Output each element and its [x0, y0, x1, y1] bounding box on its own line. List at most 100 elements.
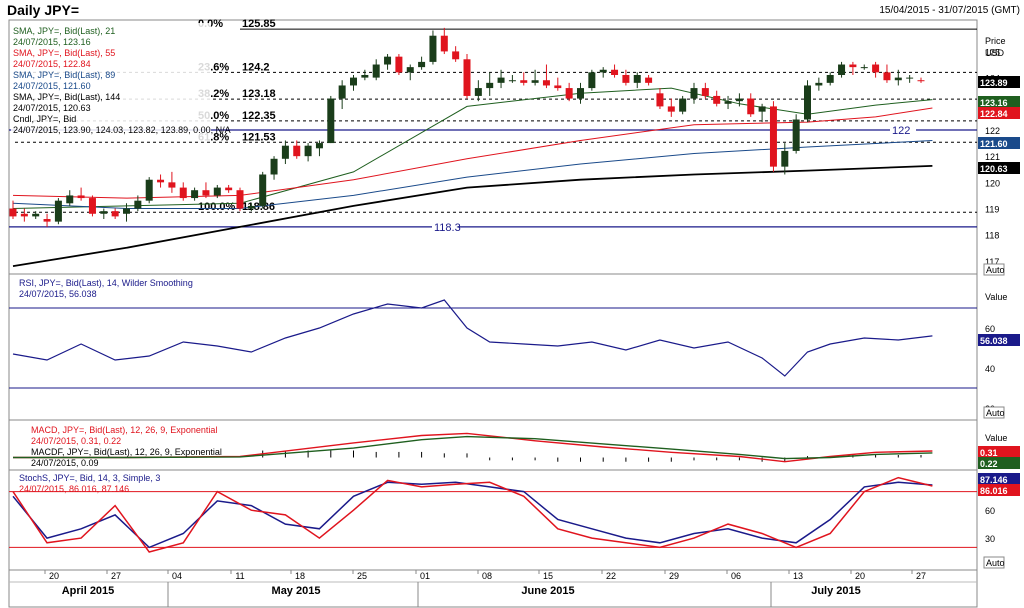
candle-body — [860, 67, 868, 69]
stoch-tick-label: 60 — [985, 506, 995, 516]
candle-body — [872, 64, 880, 73]
x-day-label: 01 — [420, 571, 430, 581]
last-value-box-text: 123.89 — [980, 78, 1008, 88]
horizontal-level-label-bg — [890, 123, 916, 136]
price-axis-label: USD — [985, 48, 1005, 58]
candle-body — [111, 211, 119, 217]
candle-body — [577, 88, 584, 99]
candle-body — [679, 98, 687, 112]
macd-axis-label: Value — [985, 433, 1007, 443]
price-legend-line1: SMA, JPY=, Bid(Last), 55 — [13, 48, 115, 58]
fib-level-value: 118.86 — [242, 201, 275, 213]
candle-body — [54, 200, 62, 222]
price-legend-line1: Cndl, JPY=, Bid — [13, 114, 76, 124]
candle-body — [565, 88, 573, 99]
price-tick-label: 120 — [985, 178, 1000, 188]
x-day-label: 04 — [172, 571, 182, 581]
candle-body — [486, 82, 494, 89]
stoch-auto-button-text: Auto — [986, 558, 1005, 568]
last-value-box — [978, 162, 1020, 174]
candle-body — [815, 82, 823, 86]
stochastic-panel[interactable] — [8, 469, 978, 571]
price-axis-label: Price — [985, 36, 1006, 46]
candle-body — [20, 213, 28, 217]
candle-body — [213, 187, 221, 196]
candle-body — [611, 69, 619, 75]
last-value-box-text: 120.63 — [980, 164, 1008, 174]
last-value-box-text: 122.84 — [980, 109, 1008, 119]
stoch-legend-line2: 24/07/2015, 86.016, 87.146 — [19, 484, 129, 494]
candle-body — [735, 98, 743, 102]
candle-body — [667, 106, 675, 112]
candle-body — [622, 74, 630, 83]
candle-body — [894, 77, 902, 81]
macd-line-macd_signal — [13, 435, 933, 460]
rsi-panel[interactable] — [8, 273, 978, 421]
x-day-label: 08 — [482, 571, 492, 581]
x-day-label: 20 — [49, 571, 59, 581]
price-tick-label: 118 — [985, 231, 999, 241]
horizontal-level-label: 118.3 — [434, 222, 461, 234]
x-month-label: May 2015 — [272, 585, 321, 597]
price-tick-label: 121 — [985, 152, 1000, 162]
x-axis-area — [8, 569, 978, 608]
candle-body — [883, 72, 891, 81]
candle-body — [179, 187, 187, 199]
candle-body — [191, 190, 199, 199]
price-tick-label: 122 — [985, 126, 1000, 136]
rsi-line — [12, 299, 933, 377]
price-legend-line2: 24/07/2015, 123.16 — [13, 37, 91, 47]
candle-body — [508, 80, 516, 82]
macd-last-value-box — [978, 446, 1020, 458]
rsi-tick-label: 40 — [985, 364, 995, 374]
macd-legend-line1: MACDF, JPY=, Bid(Last), 12, 26, 9, Expon… — [31, 447, 222, 457]
stoch-legend-line1: StochS, JPY=, Bid, 14, 3, Simple, 3 — [19, 473, 160, 483]
last-value-box — [978, 107, 1020, 119]
candle-body — [804, 85, 811, 120]
macd-panel[interactable] — [8, 419, 978, 471]
stoch-d-last-value-box-text: 86.016 — [980, 486, 1008, 496]
candle-body — [77, 195, 85, 199]
stoch-tick-label: 30 — [985, 534, 995, 544]
candle-body — [429, 35, 437, 62]
candle-body — [747, 98, 755, 115]
stoch-line-stoch_d — [12, 476, 933, 553]
candle-body — [917, 80, 925, 82]
last-value-box — [978, 96, 1020, 108]
rsi-axis-label: Value — [985, 292, 1007, 302]
candle-body — [293, 145, 301, 157]
candle-body — [599, 69, 607, 73]
candle-body — [724, 101, 732, 104]
candle-body — [43, 219, 51, 222]
candle-body — [327, 98, 335, 144]
horizontal-level-label: 122 — [892, 125, 910, 137]
candle-body — [418, 61, 426, 68]
candle-body — [350, 77, 357, 86]
rsi-tick-label: 60 — [985, 324, 995, 334]
macd-signal-last-value-box-text: 0.22 — [980, 459, 998, 469]
candle-body — [236, 190, 244, 209]
fib-level-label: 100.0% — [198, 201, 236, 213]
last-value-box-text: 121.60 — [980, 139, 1008, 149]
candle-body — [157, 179, 165, 183]
price-legend-line2: 24/07/2015, 121.60 — [13, 81, 91, 91]
candle-body — [338, 85, 346, 99]
candle-body — [497, 77, 505, 83]
candle-body — [304, 145, 312, 157]
x-day-label: 27 — [916, 571, 926, 581]
date-range: 15/04/2015 - 31/07/2015 (GMT) — [879, 5, 1020, 16]
stoch-d-last-value-box — [978, 484, 1020, 496]
candle-body — [384, 56, 392, 65]
candle-body — [395, 56, 403, 73]
candle-body — [838, 64, 846, 75]
price-auto-button-text: Auto — [986, 265, 1005, 275]
sma-line-sma89 — [12, 140, 933, 209]
candle-body — [758, 106, 766, 112]
stoch-auto-button — [983, 556, 1005, 569]
x-month-label: June 2015 — [521, 585, 574, 597]
candle-body — [463, 59, 471, 96]
x-day-label: 11 — [235, 571, 244, 581]
candle-body — [100, 211, 108, 214]
